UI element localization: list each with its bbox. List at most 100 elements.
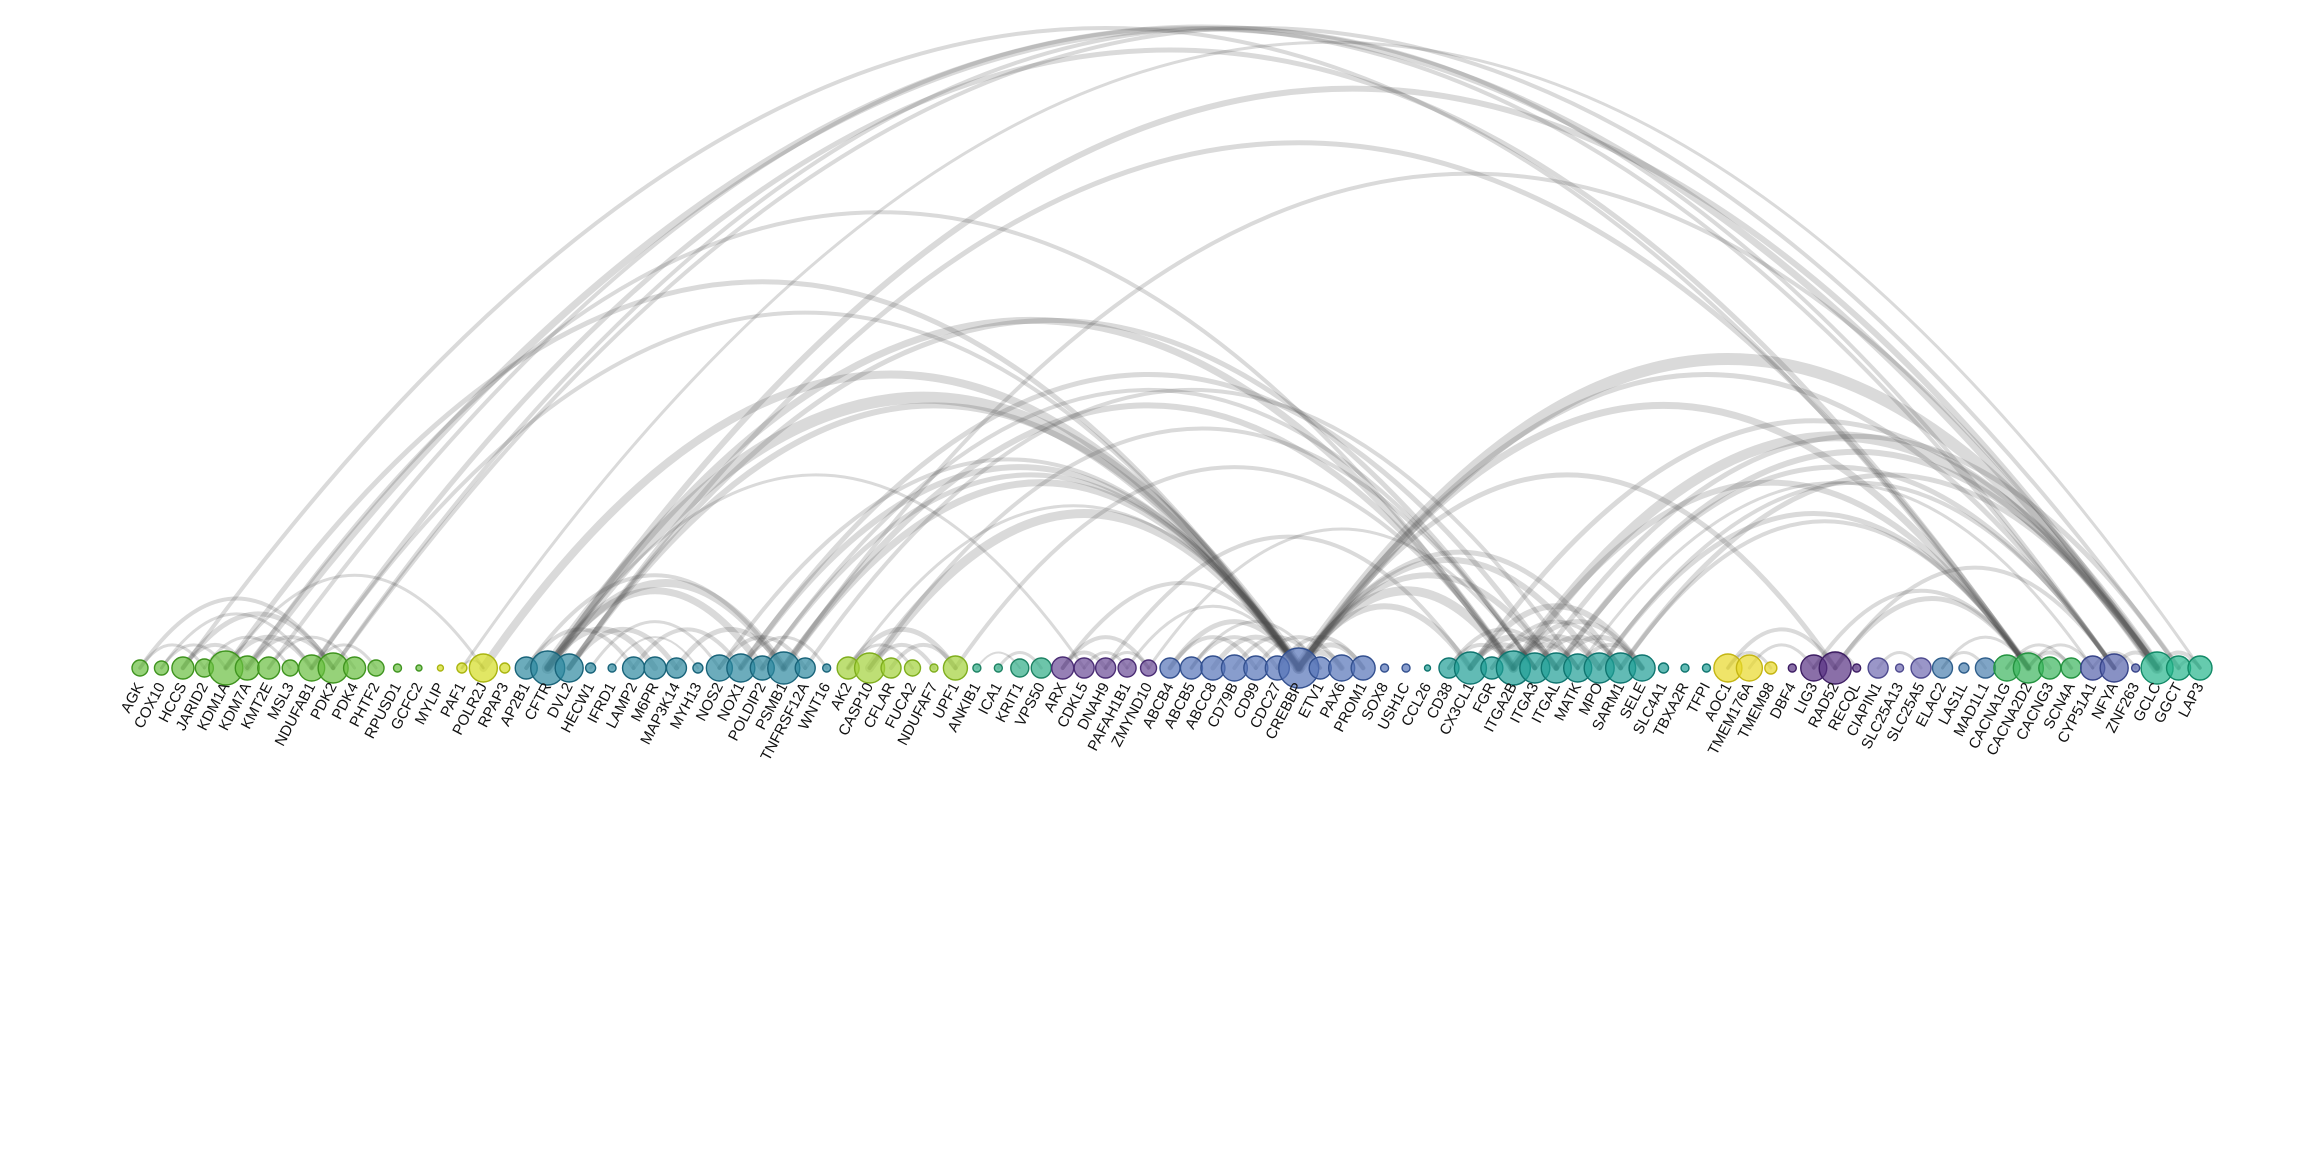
node-COX10 <box>153 660 170 676</box>
edge-arc <box>331 26 2117 670</box>
edge-arc <box>331 26 2181 670</box>
edge-arc <box>243 24 2161 672</box>
edge-arc <box>673 627 787 671</box>
node-DNAH9 <box>1094 657 1117 679</box>
edge-arc <box>1060 581 1301 670</box>
edge-arc <box>566 402 1302 671</box>
edge-arc <box>953 465 1516 670</box>
edge-arc <box>1292 353 2164 674</box>
edge-arc <box>1489 619 1623 670</box>
edge-arc <box>460 40 2202 670</box>
node-RPUSD1 <box>392 663 403 673</box>
edge-arc <box>846 504 1301 670</box>
edge-arc <box>589 620 721 670</box>
node-CFLAR <box>880 657 902 679</box>
edge-arc <box>1296 372 2117 671</box>
edge-arc <box>1103 534 1473 670</box>
node-CASP10 <box>853 652 886 684</box>
label-layer: AGKCOX10HCCSJARID2KDM1AKDM7AKMT2EMSL3NDU… <box>118 680 2208 764</box>
node-TMEM98 <box>1764 661 1778 675</box>
edge-arc <box>566 627 679 671</box>
node-LAMP2 <box>621 656 646 680</box>
edge-layer <box>138 24 2202 674</box>
edge-arc <box>1446 627 1559 670</box>
edge-arc <box>1510 619 1645 671</box>
edge-arc <box>1125 604 1301 670</box>
node-layer <box>131 647 2213 689</box>
edge-arc <box>780 479 1303 672</box>
edge-arc <box>781 171 2160 670</box>
edge-arc <box>1295 572 1560 671</box>
edge-arc <box>309 310 1301 670</box>
edge-arc <box>1618 519 2031 670</box>
edge-arc <box>1833 565 2117 670</box>
edge-arc <box>543 579 788 672</box>
node-GGCT <box>2165 655 2192 681</box>
edge-arc <box>1168 635 1258 670</box>
edge-arc <box>1510 479 2032 671</box>
edge-arc <box>1060 635 1151 670</box>
edge-arc <box>546 473 1086 670</box>
node-MYLIP <box>436 664 445 672</box>
node-PROM1 <box>1350 655 1376 681</box>
node-MAP3K14 <box>665 657 688 679</box>
edge-arc <box>717 635 808 670</box>
node-NDUFAF7 <box>929 663 939 673</box>
node-CIAPIN1 <box>1867 657 1889 679</box>
node-VPS50 <box>1030 657 1052 679</box>
edge-arc <box>1596 511 2031 671</box>
node-ABCB5 <box>1179 656 1204 680</box>
node-USH1C <box>1401 663 1411 673</box>
edge-arc <box>1295 401 2032 672</box>
edge-arc <box>759 472 1302 671</box>
edge-arc <box>1167 619 1302 671</box>
edge-arc <box>1553 448 2161 671</box>
node-CDKL5 <box>1073 657 1095 679</box>
edge-arc <box>180 611 336 671</box>
edge-arc <box>524 573 786 670</box>
edge-arc <box>224 573 485 670</box>
edge-arc <box>1553 464 2117 671</box>
edge-arc <box>1576 481 2095 670</box>
edge-arc <box>138 596 336 670</box>
node-SLC25A5 <box>1910 657 1932 679</box>
node-ARX <box>1051 656 1075 680</box>
node-MSL3 <box>281 659 299 677</box>
edge-arc <box>1467 418 2160 671</box>
edge-arc <box>1295 556 1603 671</box>
edge-arc <box>566 318 1538 671</box>
edge-arc <box>845 627 958 671</box>
node-DVL2 <box>554 653 584 683</box>
edge-arc <box>780 402 1517 671</box>
edge-arc <box>737 464 1302 671</box>
edge-arc <box>544 85 2161 671</box>
edge-arc <box>223 279 1302 671</box>
node-GCFC2 <box>415 664 423 672</box>
node-CACNG3 <box>2038 656 2062 680</box>
edge-arc <box>1253 635 1344 670</box>
edge-arc <box>867 426 1537 670</box>
node-ETV1 <box>1308 656 1332 680</box>
edge-arc <box>1597 480 2117 670</box>
edge-arc <box>760 388 1537 670</box>
node-DBF4 <box>1787 663 1797 673</box>
edge-arc <box>138 643 206 670</box>
node-KRIT1 <box>1010 658 1030 678</box>
node-ABCB4 <box>1159 657 1181 679</box>
edge-arc <box>524 627 636 670</box>
edge-arc <box>611 636 699 669</box>
edge-arc <box>631 627 743 670</box>
edge-arc <box>1189 635 1280 670</box>
edge-arc <box>1294 586 1518 673</box>
node-RECQL <box>1851 663 1862 673</box>
node-KMT2E <box>257 656 281 680</box>
edge-arc <box>309 47 2031 671</box>
node-TMEM176A <box>1735 654 1764 682</box>
node-SLC25A13 <box>1894 663 1905 673</box>
edge-arc <box>1296 549 1624 671</box>
edge-arc <box>1147 527 1537 670</box>
node-TNFRSF12A <box>794 657 816 679</box>
